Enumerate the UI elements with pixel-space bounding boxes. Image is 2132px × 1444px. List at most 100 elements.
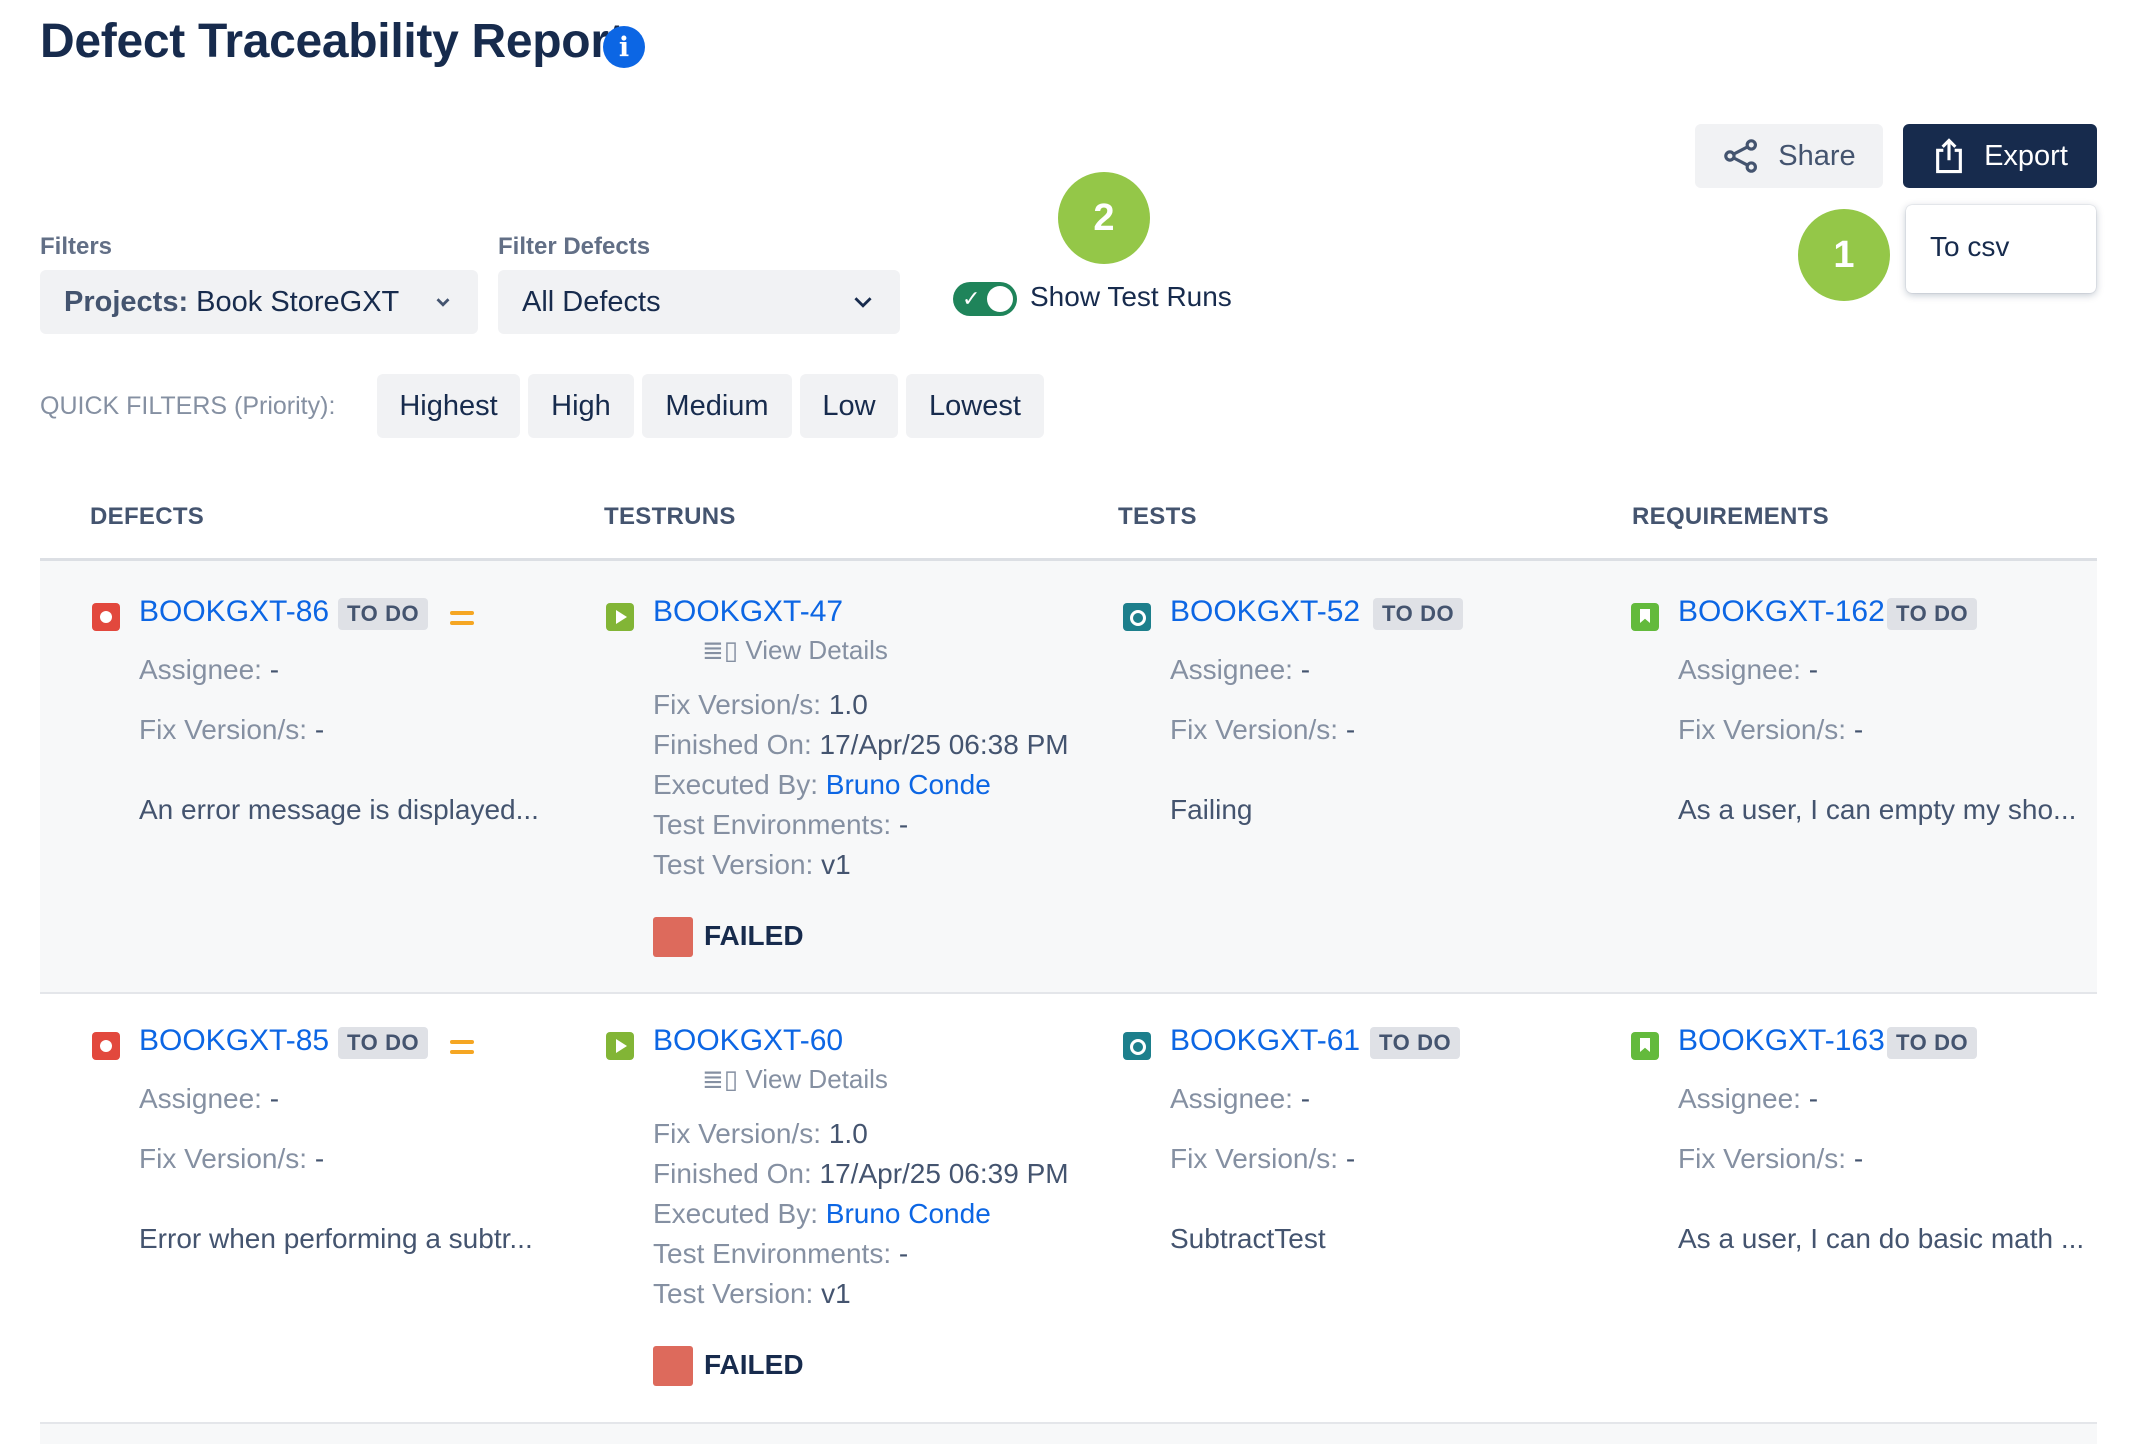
export-button[interactable]: Export [1903, 124, 2097, 188]
testrun-environments: Test Environments: - [653, 809, 909, 840]
requirement-fix-version: Fix Version/s: - [1678, 1143, 1864, 1174]
testrun-fix-version: Fix Version/s: 1.0 [653, 1118, 868, 1149]
defect-key-link[interactable]: BOOKGXT-86 [139, 595, 330, 628]
quick-filters-label: QUICK FILTERS (Priority): [40, 392, 336, 420]
testrun-version: Test Version: v1 [653, 1278, 851, 1309]
defect-assignee: Assignee: - [139, 654, 280, 685]
defect-summary: Error when performing a subtr... [139, 1223, 533, 1254]
table-row [40, 1424, 2097, 1444]
priority-medium-icon [450, 605, 474, 631]
user-link[interactable]: Bruno Conde [825, 1198, 991, 1229]
failed-status-swatch [653, 917, 693, 957]
show-test-runs-toggle[interactable]: ✓ [953, 282, 1017, 316]
table-row: BOOKGXT-85 TO DO Assignee: - Fix Version… [40, 994, 2097, 1420]
projects-select[interactable]: Projects: Book StoreGXT [40, 270, 478, 334]
testrun-environments: Test Environments: - [653, 1238, 909, 1269]
filter-defects-value: All Defects [522, 285, 661, 318]
test-fix-version: Fix Version/s: - [1170, 714, 1356, 745]
test-icon [1123, 1032, 1151, 1060]
testrun-key-link[interactable]: BOOKGXT-47 [653, 595, 844, 628]
quick-filter-lowest[interactable]: Lowest [906, 374, 1044, 438]
column-header-testruns: TESTRUNS [604, 503, 736, 530]
test-key-link[interactable]: BOOKGXT-52 [1170, 595, 1361, 628]
view-details-link[interactable]: ≣▯ View Details [702, 1064, 888, 1094]
status-lozenge: TO DO [338, 1027, 429, 1059]
filter-defects-select[interactable]: All Defects [498, 270, 900, 334]
requirement-fix-version: Fix Version/s: - [1678, 714, 1864, 745]
test-fix-version: Fix Version/s: - [1170, 1143, 1356, 1174]
check-icon: ✓ [962, 286, 981, 311]
details-icon: ≣▯ [702, 635, 739, 665]
story-icon [1631, 603, 1659, 631]
page-title: Defect Traceability Report [40, 15, 625, 68]
export-icon [1936, 138, 1962, 174]
callout-badge-1: 1 [1798, 209, 1890, 301]
priority-medium-icon [450, 1034, 474, 1060]
bug-icon [92, 1032, 120, 1060]
test-run-icon [606, 1032, 634, 1060]
failed-status-swatch [653, 1346, 693, 1386]
defect-fix-version: Fix Version/s: - [139, 714, 325, 745]
testrun-executed-by: Executed By: Bruno Conde [653, 1198, 991, 1229]
testrun-finished-on: Finished On: 17/Apr/25 06:38 PM [653, 729, 1069, 760]
defect-summary: An error message is displayed... [139, 794, 539, 825]
chevron-down-icon [436, 298, 450, 307]
share-icon [1724, 139, 1758, 173]
testrun-result: FAILED [704, 1349, 804, 1380]
test-assignee: Assignee: - [1170, 1083, 1311, 1114]
header-divider [40, 558, 2097, 561]
test-assignee: Assignee: - [1170, 654, 1311, 685]
story-icon [1631, 1032, 1659, 1060]
requirement-assignee: Assignee: - [1678, 654, 1819, 685]
row-divider [40, 992, 2097, 994]
status-lozenge: TO DO [1370, 1027, 1461, 1059]
filters-label: Filters [40, 233, 113, 260]
test-summary: Failing [1170, 794, 1253, 825]
test-run-icon [606, 603, 634, 631]
defect-fix-version: Fix Version/s: - [139, 1143, 325, 1174]
testrun-result: FAILED [704, 920, 804, 951]
status-lozenge: TO DO [1373, 598, 1464, 630]
quick-filter-low[interactable]: Low [800, 374, 898, 438]
callout-badge-2: 2 [1058, 172, 1150, 264]
row-divider [40, 1422, 2097, 1424]
requirement-summary: As a user, I can do basic math ... [1678, 1223, 2085, 1254]
projects-key: Projects: [64, 285, 189, 318]
requirement-summary: As a user, I can empty my sho... [1678, 794, 2077, 825]
export-to-csv-item[interactable]: To csv [1930, 231, 2010, 262]
status-lozenge: TO DO [1887, 1027, 1978, 1059]
show-test-runs-label: Show Test Runs [1030, 281, 1232, 312]
defect-assignee: Assignee: - [139, 1083, 280, 1114]
info-icon[interactable]: i [603, 26, 645, 68]
testrun-fix-version: Fix Version/s: 1.0 [653, 689, 868, 720]
quick-filter-high[interactable]: High [528, 374, 634, 438]
requirement-key-link[interactable]: BOOKGXT-162 [1678, 595, 1885, 628]
test-icon [1123, 603, 1151, 631]
requirement-assignee: Assignee: - [1678, 1083, 1819, 1114]
share-button[interactable]: Share [1695, 124, 1883, 188]
defect-key-link[interactable]: BOOKGXT-85 [139, 1024, 330, 1057]
status-lozenge: TO DO [1887, 598, 1978, 630]
quick-filter-highest[interactable]: Highest [377, 374, 520, 438]
column-header-requirements: REQUIREMENTS [1632, 503, 1829, 530]
projects-value: Book StoreGXT [196, 285, 400, 318]
toggle-knob [987, 286, 1013, 312]
test-summary: SubtractTest [1170, 1223, 1326, 1254]
table-row: BOOKGXT-86 TO DO Assignee: - Fix Version… [40, 561, 2097, 992]
filter-defects-label: Filter Defects [498, 233, 651, 260]
column-header-defects: DEFECTS [90, 503, 205, 530]
export-menu: To csv [1906, 205, 2096, 293]
details-icon: ≣▯ [702, 1064, 739, 1094]
testrun-executed-by: Executed By: Bruno Conde [653, 769, 991, 800]
chevron-down-icon [854, 297, 872, 308]
testrun-key-link[interactable]: BOOKGXT-60 [653, 1024, 844, 1057]
column-header-tests: TESTS [1118, 503, 1197, 530]
quick-filter-medium[interactable]: Medium [642, 374, 792, 438]
test-key-link[interactable]: BOOKGXT-61 [1170, 1024, 1361, 1057]
share-label: Share [1778, 139, 1856, 172]
bug-icon [92, 603, 120, 631]
requirement-key-link[interactable]: BOOKGXT-163 [1678, 1024, 1885, 1057]
testrun-finished-on: Finished On: 17/Apr/25 06:39 PM [653, 1158, 1069, 1189]
view-details-link[interactable]: ≣▯ View Details [702, 635, 888, 665]
user-link[interactable]: Bruno Conde [825, 769, 991, 800]
